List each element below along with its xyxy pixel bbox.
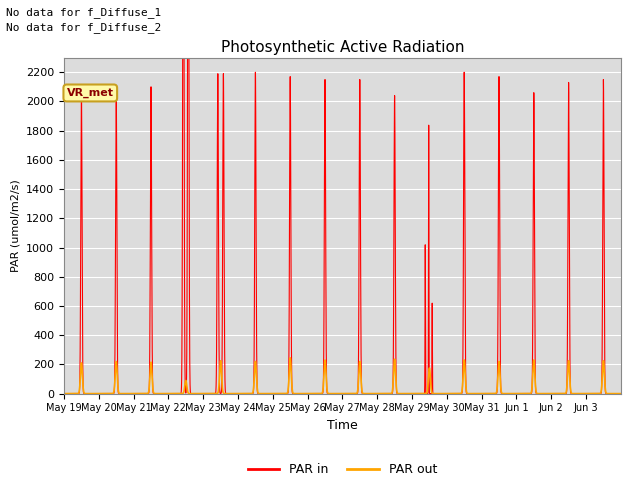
- Text: VR_met: VR_met: [67, 88, 114, 98]
- Y-axis label: PAR (umol/m2/s): PAR (umol/m2/s): [10, 179, 20, 272]
- Title: Photosynthetic Active Radiation: Photosynthetic Active Radiation: [221, 40, 464, 55]
- Text: No data for f_Diffuse_2: No data for f_Diffuse_2: [6, 22, 162, 33]
- Legend: PAR in, PAR out: PAR in, PAR out: [243, 458, 442, 480]
- Text: No data for f_Diffuse_1: No data for f_Diffuse_1: [6, 7, 162, 18]
- X-axis label: Time: Time: [327, 419, 358, 432]
